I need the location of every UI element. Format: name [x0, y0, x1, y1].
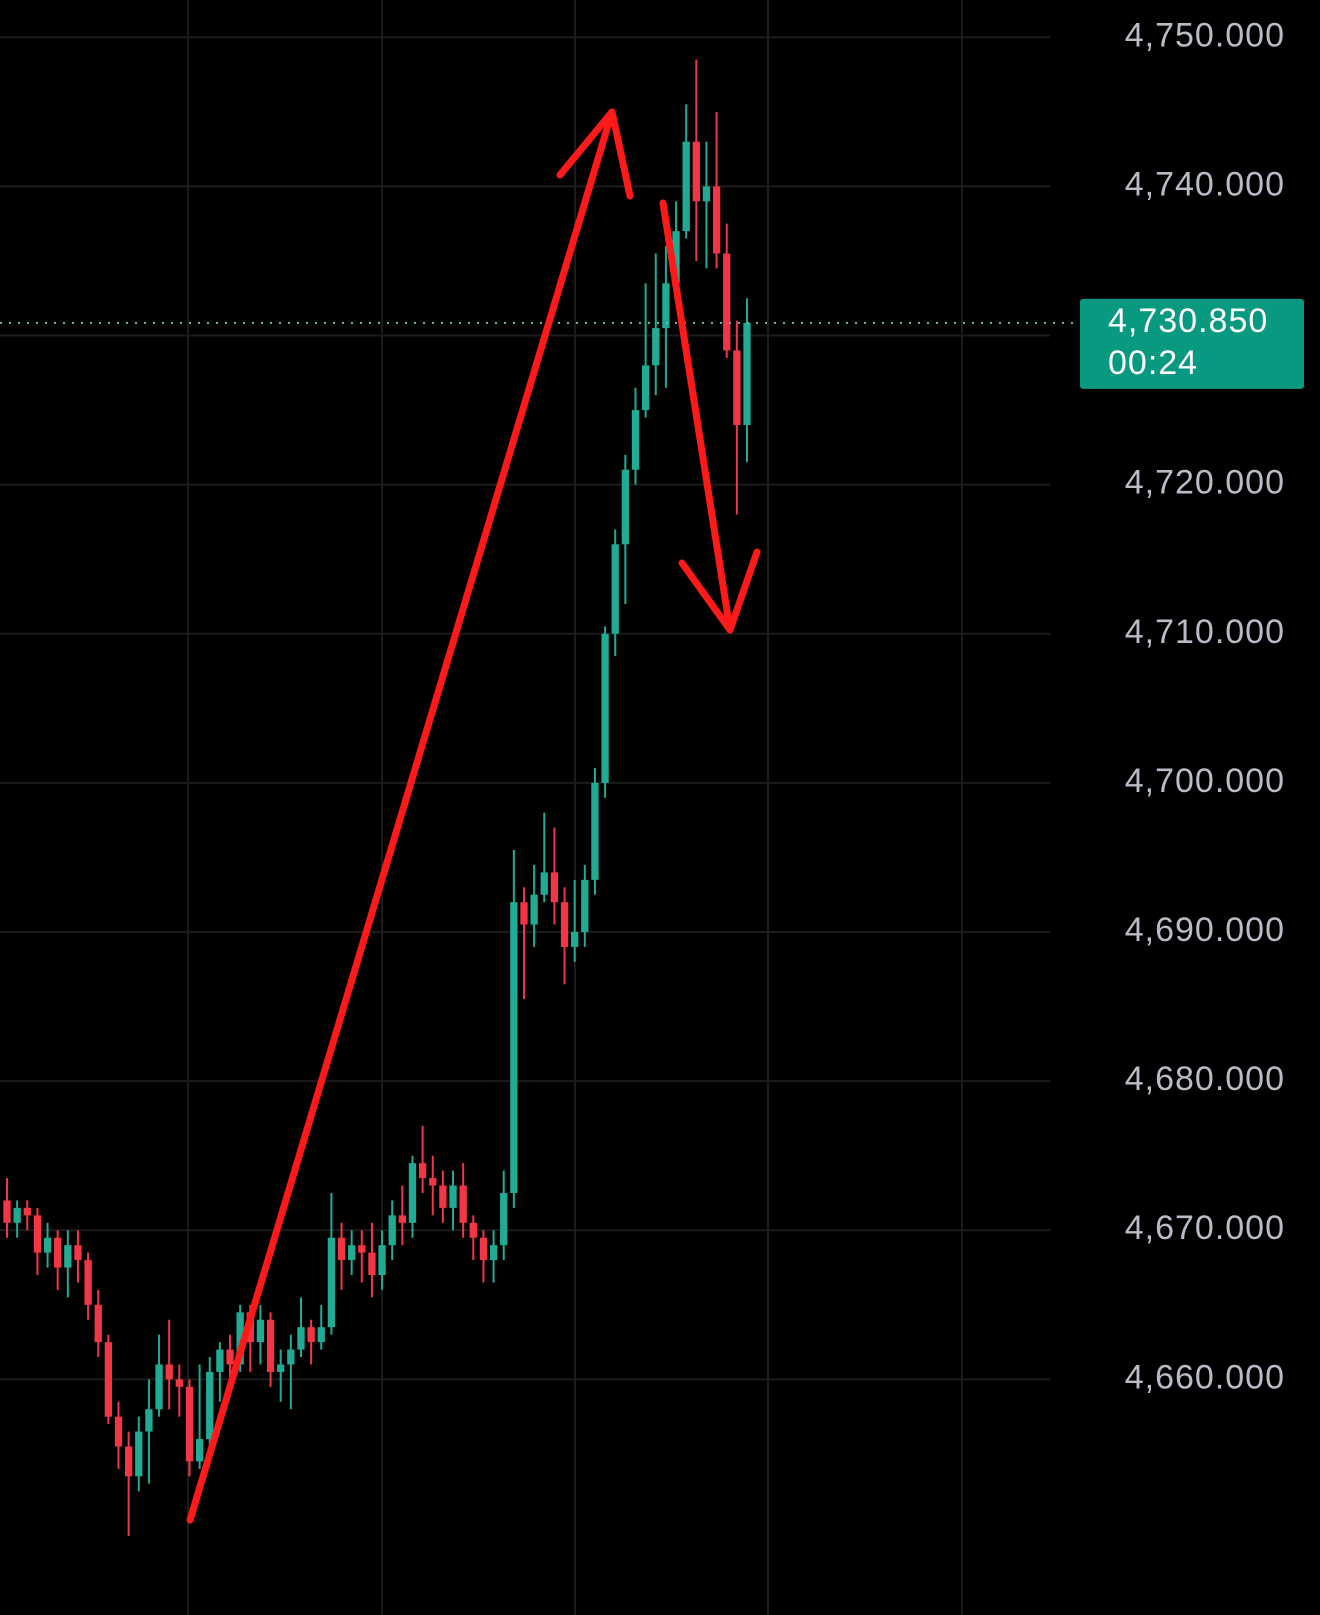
candle-body	[155, 1364, 163, 1410]
y-tick-label: 4,720.000	[1125, 464, 1285, 502]
last-price-box	[1080, 298, 1304, 389]
candle-body	[23, 1207, 31, 1216]
candle-body	[723, 253, 731, 351]
candle-body	[236, 1312, 244, 1365]
candle-body	[611, 544, 619, 634]
last-price-label: 4,730.850	[1108, 302, 1268, 340]
candle-body	[520, 902, 528, 925]
countdown-label: 00:24	[1108, 344, 1198, 382]
candle-body	[195, 1439, 204, 1462]
candle-body	[560, 902, 569, 947]
candle-body	[216, 1349, 224, 1372]
candle-body	[469, 1222, 477, 1238]
candle-body	[165, 1364, 173, 1380]
candle-body	[418, 1163, 427, 1179]
candle-body	[500, 1192, 508, 1246]
candle-body	[368, 1252, 376, 1275]
candle-body	[712, 186, 721, 254]
candle-body	[185, 1386, 194, 1462]
vertical-grid	[187, 0, 963, 1615]
y-tick-label: 4,690.000	[1125, 911, 1285, 949]
candle-body	[530, 894, 538, 925]
candle-body	[84, 1260, 92, 1305]
candle-body	[124, 1446, 133, 1477]
candle-body	[266, 1319, 275, 1372]
candle-body	[145, 1409, 153, 1432]
candle-body	[571, 932, 579, 947]
candle-body	[94, 1304, 102, 1343]
arrow-down-head	[678, 548, 761, 634]
candle-body	[733, 350, 741, 425]
y-tick-label: 4,740.000	[1125, 165, 1285, 203]
candles	[3, 59, 751, 1536]
arrow-down-shaft	[659, 199, 734, 634]
candle-body	[398, 1215, 406, 1223]
candle-body	[43, 1237, 52, 1253]
candle-body	[175, 1379, 183, 1387]
candle-body	[621, 469, 630, 545]
candle-body	[317, 1327, 325, 1343]
candle-body	[429, 1178, 437, 1186]
candle-body	[307, 1327, 315, 1343]
y-tick-label: 4,670.000	[1125, 1209, 1285, 1247]
candle-body	[489, 1245, 498, 1261]
candle-body	[743, 322, 751, 425]
candle-body	[510, 902, 518, 1193]
candle-body	[631, 410, 640, 470]
arrow-up-head	[556, 108, 634, 200]
y-tick-label: 4,710.000	[1125, 613, 1285, 651]
candle-body	[601, 633, 609, 783]
candle-body	[459, 1185, 467, 1223]
candle-body	[114, 1416, 123, 1447]
candle-body	[64, 1245, 72, 1268]
candle-body	[388, 1215, 396, 1246]
candle-body	[692, 141, 700, 202]
y-tick-label: 4,750.000	[1125, 16, 1285, 54]
price-axis: 4,660.000 4,670.000 4,680.000 4,690.000 4,70…	[0, 16, 1304, 1396]
candle-body	[3, 1200, 11, 1223]
candle-body	[540, 872, 548, 895]
horizontal-grid	[0, 36, 1050, 1381]
candle-body	[591, 782, 599, 880]
y-tick-label: 4,680.000	[1125, 1060, 1285, 1098]
candle-body	[479, 1237, 488, 1261]
candle-body	[226, 1349, 234, 1365]
candle-body	[439, 1185, 447, 1208]
candle-body	[682, 141, 690, 232]
candle-body	[287, 1349, 295, 1365]
candle-body	[652, 328, 660, 366]
candle-body	[641, 365, 650, 411]
candle-body	[358, 1245, 366, 1253]
annotation-arrows	[186, 108, 761, 1524]
candle-body	[581, 879, 589, 933]
candle-body	[135, 1431, 143, 1477]
candle-body	[702, 186, 711, 202]
candle-body	[104, 1342, 113, 1417]
candle-body	[348, 1245, 356, 1261]
candle-body	[662, 283, 670, 329]
candle-body	[550, 872, 559, 903]
candle-body	[206, 1371, 214, 1440]
candle-body	[337, 1237, 346, 1261]
arrow-up-shaft	[186, 108, 616, 1524]
candle-body	[378, 1245, 386, 1275]
candle-body	[297, 1327, 305, 1350]
candle-body	[256, 1319, 265, 1343]
candle-body	[327, 1237, 336, 1328]
y-tick-label: 4,660.000	[1125, 1358, 1285, 1396]
candle-body	[449, 1185, 457, 1208]
candle-body	[54, 1237, 62, 1268]
candle-body	[13, 1207, 21, 1223]
y-tick-label: 4,700.000	[1125, 762, 1285, 800]
candle-body	[74, 1245, 82, 1261]
candle-body	[408, 1163, 417, 1223]
candle-body	[277, 1364, 285, 1372]
candle-body	[672, 231, 680, 284]
candle-body	[33, 1215, 42, 1253]
